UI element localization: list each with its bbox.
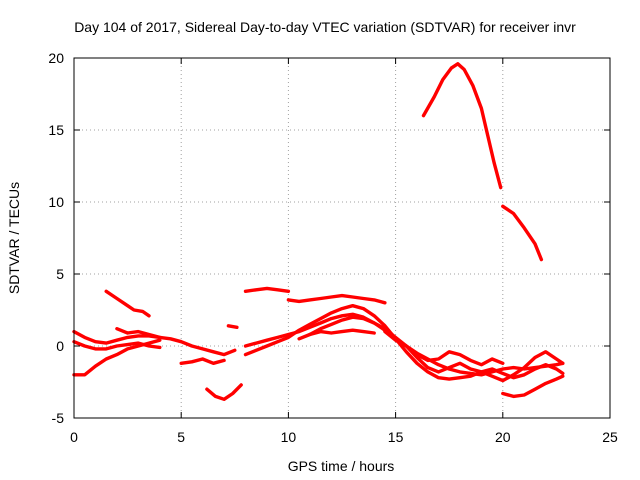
x-tick-label: 5 bbox=[177, 429, 185, 445]
series-line-s1 bbox=[104, 289, 151, 318]
y-tick-label: 15 bbox=[48, 122, 64, 138]
y-axis-label: SDTVAR / TECUs bbox=[6, 182, 22, 294]
grid bbox=[74, 58, 610, 418]
series-line-s10 bbox=[286, 293, 387, 305]
series-line-s5 bbox=[115, 327, 162, 340]
y-tick-label: 10 bbox=[48, 194, 64, 210]
chart-title: Day 104 of 2017, Sidereal Day-to-day VTE… bbox=[74, 19, 576, 35]
x-tick-label: 10 bbox=[281, 429, 297, 445]
data-series bbox=[72, 62, 565, 401]
series-line-s15 bbox=[501, 374, 565, 399]
x-tick-label: 25 bbox=[602, 429, 618, 445]
y-tick-label: 5 bbox=[56, 266, 64, 282]
series-line-s16 bbox=[421, 62, 503, 190]
x-tick-label: 15 bbox=[388, 429, 404, 445]
y-tick-label: -5 bbox=[52, 410, 65, 426]
series-line-s12 bbox=[243, 304, 565, 381]
series-line-s8 bbox=[226, 324, 239, 329]
x-tick-label: 0 bbox=[70, 429, 78, 445]
series-line-s7 bbox=[205, 383, 243, 401]
x-axis-label: GPS time / hours bbox=[288, 458, 395, 474]
series-line-s9 bbox=[243, 286, 291, 293]
series-line-s18 bbox=[308, 328, 376, 337]
series-line-s17 bbox=[501, 204, 544, 262]
x-tick-label: 20 bbox=[495, 429, 511, 445]
series-line-s14 bbox=[383, 329, 565, 383]
axis-ticks: 0 5 10 15 20 25 -5 0 5 10 15 20 bbox=[48, 50, 618, 445]
y-tick-label: 0 bbox=[56, 338, 64, 354]
series-line-s6 bbox=[179, 357, 226, 365]
series-line-s4 bbox=[72, 338, 162, 377]
series-line-s13 bbox=[297, 315, 505, 367]
y-tick-label: 20 bbox=[48, 50, 64, 66]
plot-frame bbox=[73, 57, 611, 419]
